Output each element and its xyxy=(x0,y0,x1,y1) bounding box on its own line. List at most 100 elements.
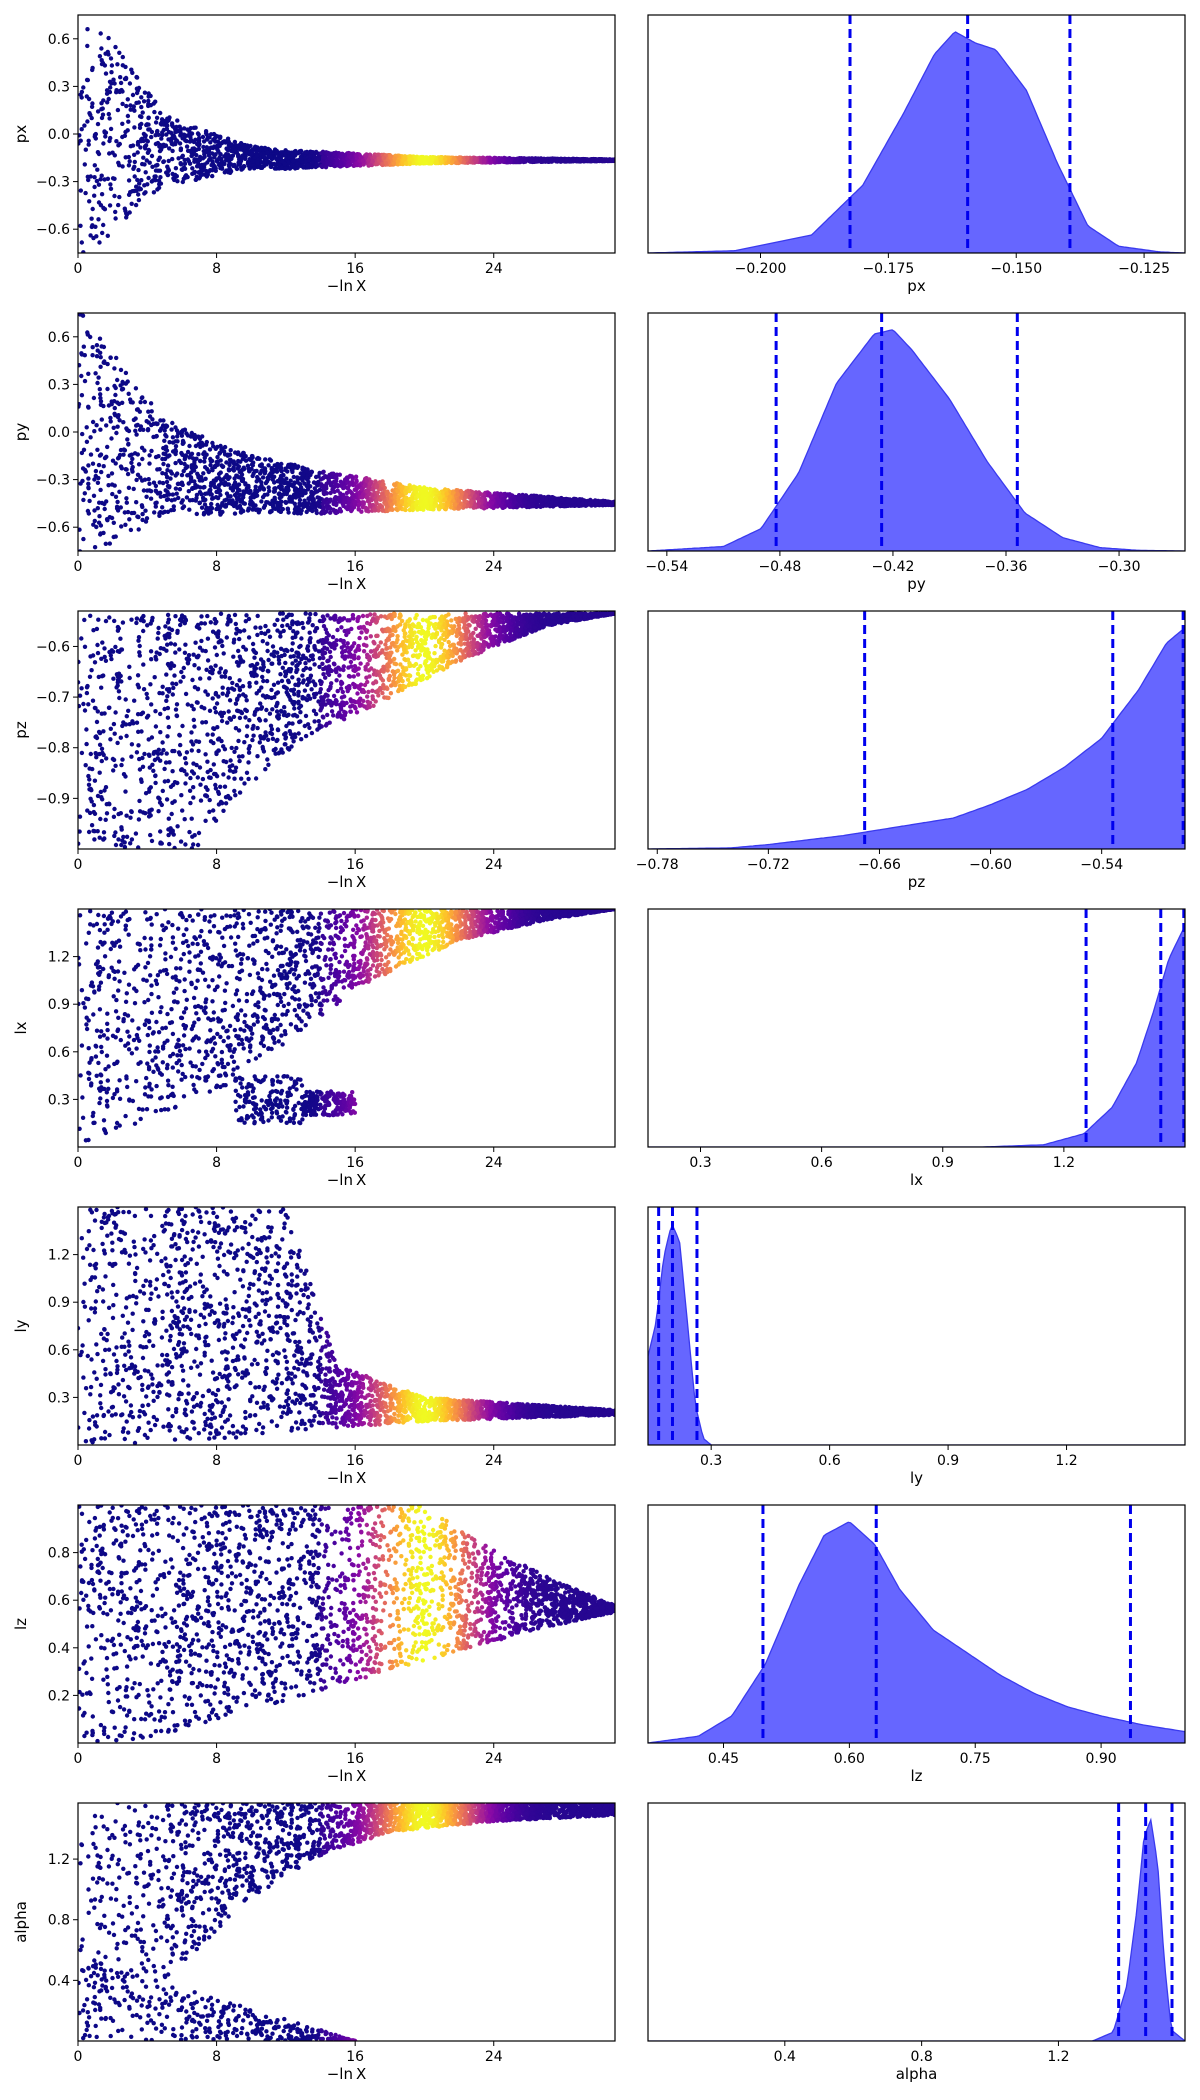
trace-point xyxy=(156,178,162,183)
trace-point xyxy=(218,443,223,449)
trace-point xyxy=(84,94,90,99)
trace-point xyxy=(274,151,279,156)
trace-point xyxy=(254,150,259,155)
trace-point xyxy=(237,503,243,509)
trace-point xyxy=(93,224,98,229)
trace-point xyxy=(79,351,84,356)
trace-point xyxy=(203,465,208,470)
trace-point xyxy=(213,139,218,144)
trace-point xyxy=(255,455,261,461)
trace-point xyxy=(194,511,199,517)
trace-point xyxy=(184,495,190,500)
trace-point xyxy=(383,160,388,166)
trace-point xyxy=(232,511,238,516)
trace-point xyxy=(143,519,149,524)
trace-point xyxy=(210,440,215,446)
trace-point xyxy=(225,138,230,143)
trace-point xyxy=(201,139,207,144)
trace-point xyxy=(265,492,270,497)
trace-point xyxy=(337,472,342,477)
trace-point xyxy=(361,162,366,167)
trace-point xyxy=(314,162,319,167)
trace-point xyxy=(201,498,206,503)
trace-point xyxy=(126,391,131,396)
trace-point xyxy=(101,98,106,103)
trace-point xyxy=(86,405,91,410)
trace-point xyxy=(394,506,399,512)
trace-point xyxy=(94,178,100,184)
trace-point xyxy=(90,461,96,466)
trace-point xyxy=(186,489,191,494)
trace-point xyxy=(95,480,101,485)
trace-point xyxy=(309,490,314,495)
trace-point xyxy=(144,516,150,521)
trace-point xyxy=(143,146,148,151)
trace-point xyxy=(388,154,394,159)
trace-point xyxy=(178,162,184,167)
trace-point xyxy=(92,175,97,180)
trace-point xyxy=(376,158,382,163)
trace-point xyxy=(468,499,474,505)
trace-point xyxy=(192,170,197,176)
trace-point xyxy=(111,520,117,525)
trace-point xyxy=(210,496,215,501)
trace-point xyxy=(110,491,115,497)
trace-point xyxy=(121,420,126,425)
trace-point xyxy=(149,448,154,454)
trace-point xyxy=(304,509,309,515)
trace-point xyxy=(220,477,225,482)
trace-point xyxy=(252,469,258,474)
trace-point xyxy=(488,159,494,165)
trace-point xyxy=(132,159,137,165)
trace-point xyxy=(86,463,91,468)
trace-point xyxy=(90,206,95,212)
trace-point xyxy=(166,168,172,173)
trace-point xyxy=(92,163,98,168)
trace-point xyxy=(199,172,204,177)
trace-point xyxy=(169,498,174,503)
trace-point xyxy=(117,50,122,55)
trace-point xyxy=(93,136,99,141)
trace-point xyxy=(104,423,109,428)
trace-point xyxy=(146,115,151,120)
trace-point xyxy=(142,477,148,482)
trace-point xyxy=(130,456,135,462)
trace-point xyxy=(492,155,497,161)
trace-point xyxy=(528,494,534,500)
trace-point xyxy=(429,155,434,160)
trace-point xyxy=(187,133,193,138)
trace-point xyxy=(202,154,207,159)
trace-point xyxy=(219,158,224,164)
trace-point xyxy=(89,115,94,121)
trace-point xyxy=(125,128,130,133)
trace-point xyxy=(246,506,251,511)
trace-point xyxy=(428,505,434,510)
trace-point xyxy=(126,485,132,490)
trace-point xyxy=(154,421,160,427)
trace-point xyxy=(204,439,209,445)
trace-point xyxy=(182,157,187,163)
trace-point xyxy=(86,511,92,516)
trace-point xyxy=(83,147,89,152)
trace-point xyxy=(141,99,147,104)
trace-point xyxy=(96,475,101,481)
trace-point xyxy=(189,470,194,475)
trace-point xyxy=(106,483,111,488)
trace-point xyxy=(117,489,122,494)
trace-point xyxy=(259,145,264,150)
trace-point xyxy=(138,400,143,405)
trace-point xyxy=(469,492,475,497)
trace-point xyxy=(113,216,118,221)
trace-point xyxy=(391,161,397,166)
trace-point xyxy=(231,461,237,466)
trace-point xyxy=(134,75,140,80)
trace-point xyxy=(228,162,234,167)
trace-point xyxy=(285,469,290,474)
trace-point xyxy=(292,164,297,169)
trace-point xyxy=(78,223,83,228)
y-axis-label: px xyxy=(12,125,30,144)
trace-point xyxy=(185,127,190,132)
trace-point xyxy=(140,395,145,400)
trace-point xyxy=(232,481,238,486)
trace-point xyxy=(275,156,280,161)
